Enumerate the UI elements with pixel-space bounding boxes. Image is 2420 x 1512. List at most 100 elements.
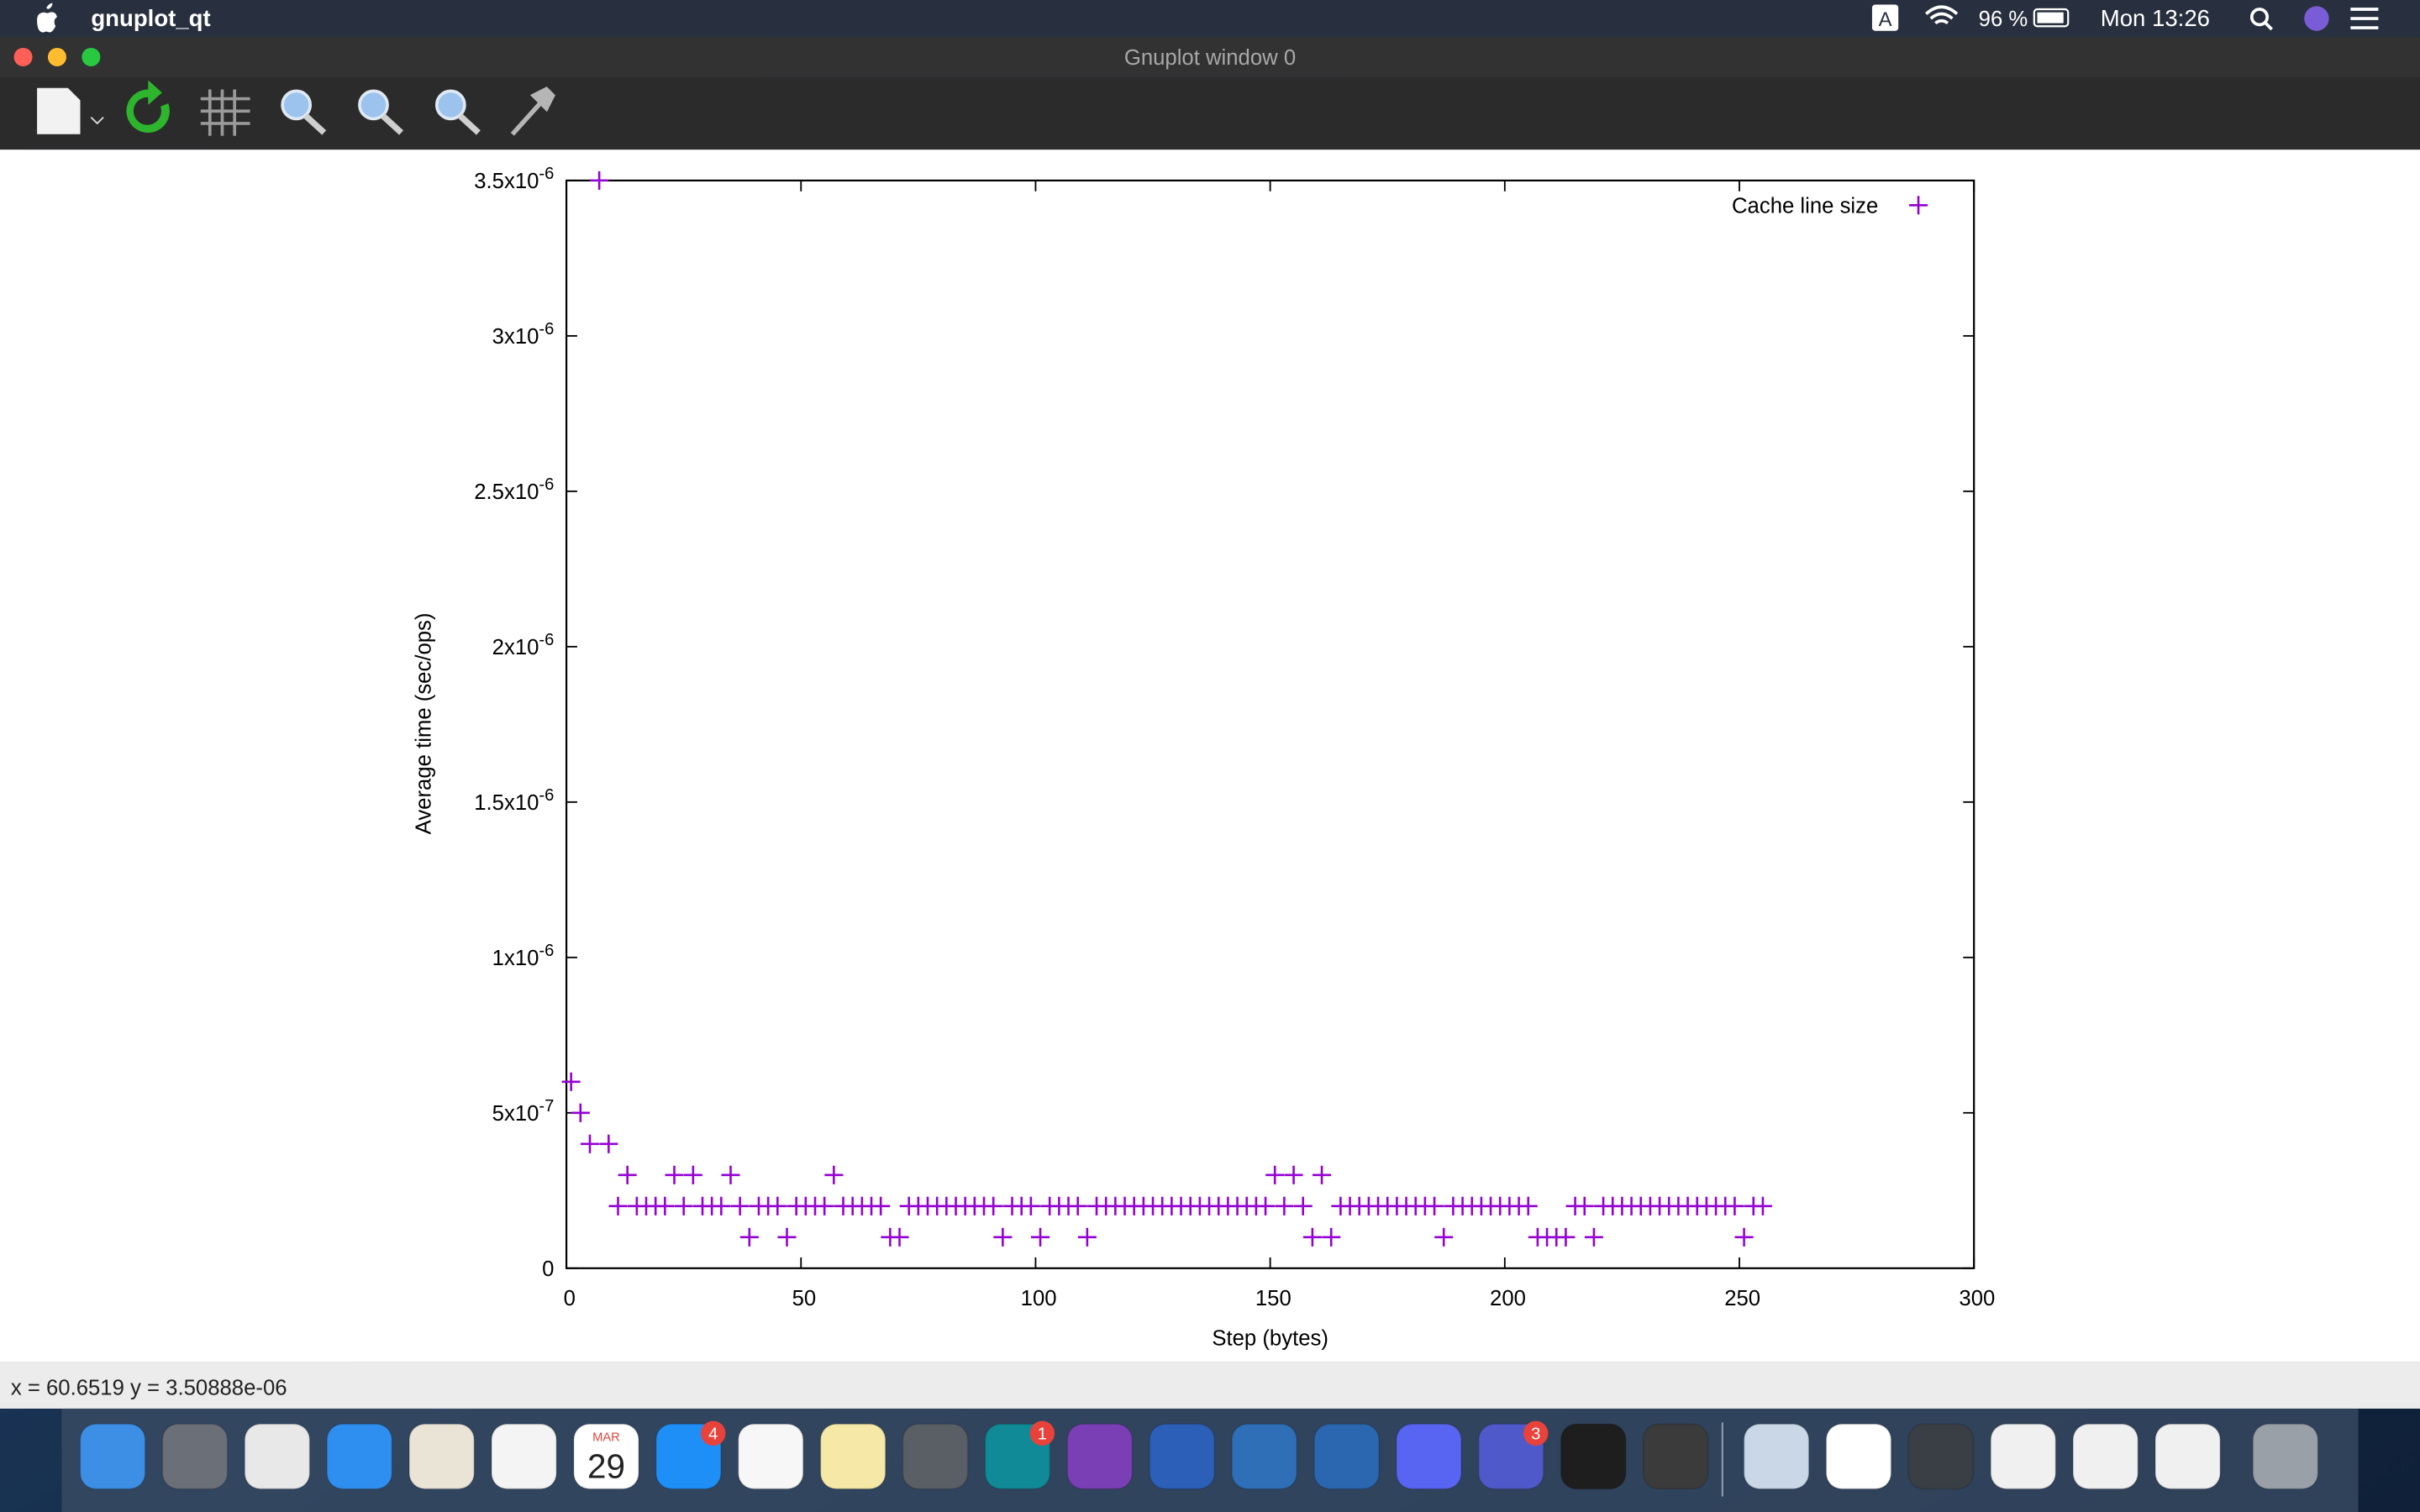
y-tick-label: 2.5x10-6 bbox=[474, 475, 554, 504]
data-point bbox=[1575, 1196, 1594, 1215]
dock-app[interactable] bbox=[161, 1423, 229, 1490]
data-point bbox=[890, 1227, 909, 1247]
y-tick-label: 5x10-7 bbox=[492, 1097, 555, 1126]
x-tick-label: 100 bbox=[1021, 1287, 1057, 1310]
input-icon[interactable] bbox=[1871, 4, 1899, 31]
dock-badge-count: 1 bbox=[1038, 1425, 1047, 1444]
dock-app[interactable] bbox=[737, 1423, 804, 1490]
data-point bbox=[871, 1196, 891, 1215]
close-button[interactable] bbox=[13, 47, 33, 66]
dock-app[interactable] bbox=[408, 1423, 476, 1490]
dock-app[interactable] bbox=[1642, 1423, 1709, 1490]
data-point bbox=[1518, 1196, 1538, 1215]
dock-app[interactable] bbox=[1825, 1423, 1892, 1490]
data-point bbox=[984, 1196, 1003, 1215]
dock-badge-count: 3 bbox=[1531, 1425, 1540, 1444]
spotlight-icon[interactable] bbox=[2249, 8, 2270, 27]
toolbar bbox=[0, 76, 2420, 150]
data-point bbox=[1584, 1227, 1603, 1247]
data-point bbox=[1256, 1196, 1276, 1215]
replot-button[interactable] bbox=[126, 80, 170, 133]
minimize-button[interactable] bbox=[47, 47, 66, 66]
zoom-forward-button[interactable] bbox=[358, 89, 389, 121]
data-point bbox=[683, 1165, 702, 1184]
data-point bbox=[1753, 1196, 1772, 1215]
title-bar bbox=[0, 37, 2420, 77]
data-point bbox=[1021, 1196, 1040, 1215]
data-point bbox=[1556, 1227, 1576, 1247]
zoom-button[interactable] bbox=[82, 47, 101, 66]
zoom-handle bbox=[381, 113, 404, 135]
dock-app[interactable] bbox=[819, 1423, 886, 1490]
x-tick-label: 150 bbox=[1255, 1287, 1292, 1310]
legend-marker bbox=[1909, 196, 1928, 215]
dock-app[interactable] bbox=[1395, 1423, 1462, 1490]
dock-app[interactable] bbox=[1743, 1423, 1810, 1490]
export-button[interactable] bbox=[37, 87, 81, 134]
dock-app[interactable] bbox=[1231, 1423, 1298, 1490]
siri-icon[interactable] bbox=[2304, 6, 2329, 31]
wifi-icon[interactable] bbox=[1925, 5, 1959, 25]
data-point bbox=[1313, 1165, 1332, 1184]
status-text: x = 60.6519 y = 3.50888e-06 bbox=[11, 1376, 287, 1399]
y-tick-exponent: -6 bbox=[539, 475, 554, 494]
control-center-icon[interactable] bbox=[2350, 8, 2379, 29]
y-tick-mantissa: 2.5x10 bbox=[474, 480, 539, 504]
dock-app[interactable] bbox=[1066, 1423, 1134, 1490]
y-tick-label: 3.5x10-6 bbox=[474, 165, 554, 193]
dock-app[interactable] bbox=[1907, 1423, 1975, 1490]
zoom-handle bbox=[457, 113, 481, 135]
menu-bar bbox=[0, 0, 2420, 38]
grid-button[interactable] bbox=[200, 89, 250, 136]
data-point bbox=[674, 1196, 693, 1215]
input-source[interactable]: A bbox=[1879, 8, 1892, 31]
data-point bbox=[1725, 1196, 1744, 1215]
export-menu-arrow[interactable] bbox=[90, 116, 104, 125]
apple-menu[interactable] bbox=[37, 3, 57, 33]
app-menu[interactable]: gnuplot_qt bbox=[91, 5, 210, 31]
dock-badge bbox=[1029, 1420, 1055, 1446]
y-tick-mantissa: 3x10 bbox=[492, 325, 539, 349]
window-title: Gnuplot window 0 bbox=[1124, 46, 1296, 70]
dock-app[interactable] bbox=[244, 1423, 311, 1490]
dock-app[interactable] bbox=[2154, 1423, 2222, 1490]
y-tick-mantissa: 1.5x10 bbox=[474, 791, 539, 815]
data-point bbox=[1077, 1227, 1097, 1247]
dock-app[interactable] bbox=[326, 1423, 393, 1490]
dock-app[interactable] bbox=[79, 1423, 146, 1490]
zoom-back-button[interactable] bbox=[281, 89, 313, 121]
y-tick-mantissa: 5x10 bbox=[492, 1102, 539, 1126]
y-tick-exponent: -6 bbox=[539, 165, 554, 183]
y-tick-label: 1x10-6 bbox=[492, 942, 555, 970]
dock-app[interactable] bbox=[1149, 1423, 1216, 1490]
settings-button[interactable] bbox=[510, 87, 555, 136]
dock-app[interactable] bbox=[2072, 1423, 2139, 1490]
dock-app[interactable] bbox=[572, 1423, 639, 1490]
zoom-buttons bbox=[281, 89, 481, 135]
plot-canvas bbox=[0, 150, 2420, 1362]
data-point bbox=[618, 1165, 637, 1184]
data-point bbox=[580, 1134, 600, 1153]
dock-app[interactable] bbox=[902, 1423, 969, 1490]
data-point bbox=[1031, 1227, 1050, 1247]
dock-app[interactable] bbox=[2252, 1423, 2319, 1490]
dock-app[interactable] bbox=[1560, 1423, 1627, 1490]
clock[interactable]: Mon 13:26 bbox=[2101, 5, 2210, 31]
data-point bbox=[721, 1165, 740, 1184]
battery-percent: 96 % bbox=[1979, 8, 2028, 31]
data-point bbox=[730, 1196, 750, 1215]
dock-app[interactable] bbox=[491, 1423, 558, 1490]
data-point bbox=[1068, 1196, 1087, 1215]
data-point bbox=[815, 1196, 834, 1215]
battery-icon[interactable] bbox=[2033, 8, 2070, 28]
dock-app[interactable] bbox=[1990, 1423, 2057, 1490]
dock-app[interactable] bbox=[1313, 1423, 1381, 1490]
data-point bbox=[1302, 1227, 1322, 1247]
y-tick-label: 2x10-6 bbox=[492, 631, 555, 659]
y-tick-mantissa: 3.5x10 bbox=[474, 170, 539, 193]
y-tick-exponent: -6 bbox=[539, 786, 554, 805]
y-axis-label: Average time (sec/ops) bbox=[412, 613, 435, 835]
y-tick-exponent: -6 bbox=[539, 631, 554, 649]
autoscale-button[interactable] bbox=[434, 89, 466, 121]
